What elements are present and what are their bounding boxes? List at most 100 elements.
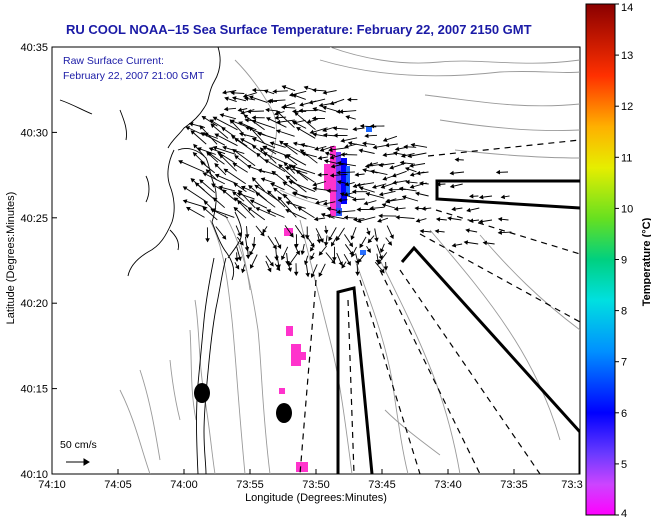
current-vector xyxy=(310,252,315,261)
y-tick-label: 40:20 xyxy=(20,298,48,310)
current-vector xyxy=(500,194,510,200)
current-vector xyxy=(415,218,427,223)
current-vector xyxy=(359,236,367,249)
current-vector xyxy=(436,182,446,187)
bathymetry-contours xyxy=(119,47,580,474)
current-vector xyxy=(283,154,298,166)
current-vector xyxy=(223,168,246,185)
current-vector xyxy=(364,133,378,139)
current-vector xyxy=(362,141,375,146)
current-vector xyxy=(221,127,235,137)
current-vector xyxy=(388,187,406,193)
current-vector xyxy=(246,109,265,114)
current-vector xyxy=(318,245,327,256)
current-vector xyxy=(318,263,326,278)
current-info-line2: February 22, 2007 21:00 GMT xyxy=(63,70,205,82)
current-vector xyxy=(251,237,257,249)
current-vector xyxy=(295,170,315,183)
current-vector xyxy=(200,132,226,146)
current-vector xyxy=(345,115,356,120)
x-tick-label: 73:55 xyxy=(236,479,264,491)
current-vector xyxy=(233,206,247,219)
current-vector xyxy=(230,90,245,96)
current-vector xyxy=(378,190,396,197)
current-vector xyxy=(249,254,258,269)
x-axis-label: Longitude (Degrees:Minutes) xyxy=(245,492,387,504)
colorbar-ticks: 14 13 12 11 10 9 8 7 6 5 4 xyxy=(615,2,633,519)
current-vector xyxy=(224,96,237,103)
current-vector xyxy=(257,168,278,176)
colorbar-tick-label: 4 xyxy=(621,508,627,519)
current-vector xyxy=(294,111,316,131)
current-vector xyxy=(336,209,356,215)
current-vector xyxy=(222,189,236,201)
current-vector xyxy=(241,264,246,274)
current-vector xyxy=(305,234,315,248)
current-vector xyxy=(328,147,347,153)
x-tick-label: 73:3 xyxy=(561,479,582,491)
current-vector xyxy=(231,96,247,102)
current-vector xyxy=(332,246,337,262)
current-vector xyxy=(421,206,432,211)
current-vector xyxy=(272,89,288,94)
current-vector xyxy=(357,254,365,263)
current-vector xyxy=(329,173,348,178)
current-vector xyxy=(265,117,287,128)
current-vector xyxy=(248,95,268,103)
current-vector xyxy=(284,225,294,238)
current-vector xyxy=(329,98,345,106)
current-vector xyxy=(265,107,278,113)
x-tick-label: 73:50 xyxy=(302,479,330,491)
current-vector xyxy=(376,244,383,260)
current-vector xyxy=(369,205,385,211)
current-vector xyxy=(311,87,326,93)
colorbar-tick-label: 7 xyxy=(621,357,627,369)
radar-dashed-boundaries xyxy=(299,139,580,474)
current-vector xyxy=(292,141,308,148)
current-vector xyxy=(356,182,375,188)
current-vector xyxy=(297,206,315,219)
current-vector xyxy=(230,135,248,147)
current-vector xyxy=(293,263,299,277)
current-vector xyxy=(270,182,285,191)
current-vector xyxy=(208,147,226,155)
current-vector xyxy=(366,227,371,236)
current-vector xyxy=(291,164,316,175)
current-vector xyxy=(322,201,336,206)
current-vector xyxy=(451,242,463,248)
current-vector xyxy=(372,144,386,150)
current-vector xyxy=(217,151,235,164)
current-vector xyxy=(355,263,360,277)
current-vector xyxy=(257,131,277,140)
current-vector xyxy=(296,127,316,139)
current-vector xyxy=(463,240,479,245)
current-vector xyxy=(343,253,351,266)
current-vector xyxy=(251,119,276,129)
current-vector xyxy=(311,116,326,121)
current-vector xyxy=(249,126,266,145)
current-vector xyxy=(271,170,288,184)
colorbar-tick-label: 14 xyxy=(621,2,633,14)
y-tick-label: 40:25 xyxy=(20,213,48,225)
current-vector xyxy=(323,235,329,247)
scale-arrow xyxy=(66,458,90,466)
current-vector xyxy=(391,170,407,178)
current-vector xyxy=(336,161,356,167)
current-vector xyxy=(274,115,287,121)
current-vector xyxy=(401,195,419,202)
current-vector xyxy=(371,183,387,189)
current-vector xyxy=(385,237,393,246)
current-vector xyxy=(262,145,287,157)
current-vector xyxy=(382,152,397,158)
current-vector xyxy=(269,141,286,148)
current-vector xyxy=(193,143,205,157)
current-vector xyxy=(285,154,307,166)
current-vector xyxy=(497,230,512,235)
current-vector xyxy=(351,197,365,202)
current-vector xyxy=(419,181,429,186)
current-vector xyxy=(233,182,247,193)
x-tick-label: 73:45 xyxy=(368,479,396,491)
current-vector xyxy=(251,145,266,156)
current-vector xyxy=(234,155,248,166)
current-vector xyxy=(237,200,255,219)
